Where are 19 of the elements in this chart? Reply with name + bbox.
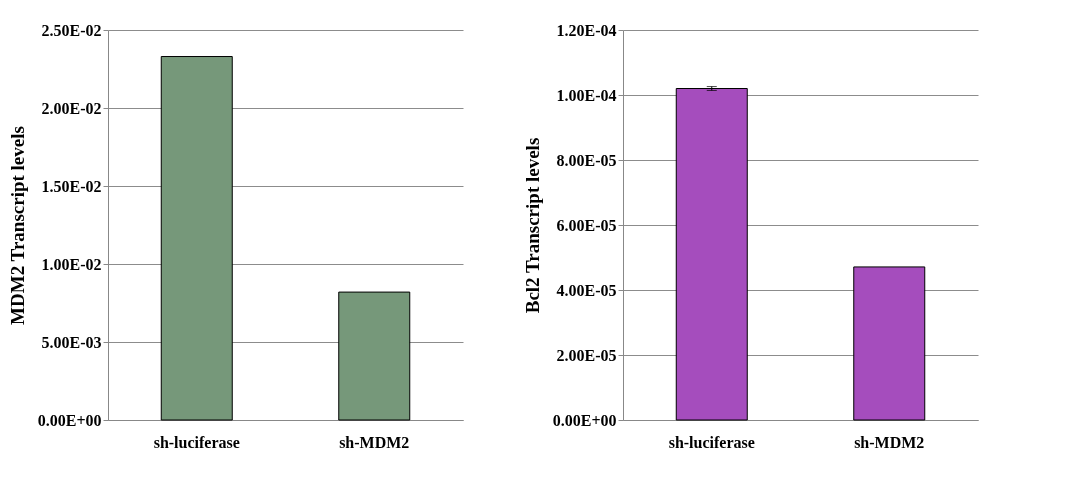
- y-tick-label: 1.20E-04: [556, 21, 617, 39]
- y-tick-label: 2.00E-05: [556, 346, 617, 364]
- y-tick-label: 5.00E-03: [41, 333, 102, 351]
- y-tick-label: 1.00E-02: [41, 255, 102, 273]
- x-tick-label: sh-luciferase: [153, 433, 240, 451]
- y-axis-title: Bcl2 Transcript levels: [521, 137, 543, 314]
- x-tick-label: sh-MDM2: [339, 433, 410, 451]
- y-tick-label: 0.00E+00: [37, 411, 102, 429]
- y-axis-title: MDM2 Transcript levels: [6, 126, 28, 325]
- y-tick-label: 8.00E-05: [556, 151, 617, 169]
- y-tick-label: 1.50E-02: [41, 177, 102, 195]
- y-tick-label: 1.00E-04: [556, 86, 617, 104]
- y-tick-label: 2.50E-02: [41, 21, 102, 39]
- x-tick-label: sh-luciferase: [668, 433, 755, 451]
- y-tick-label: 0.00E+00: [552, 411, 617, 429]
- y-tick-label: 2.00E-02: [41, 99, 102, 117]
- y-tick-label: 4.00E-05: [556, 281, 617, 299]
- x-tick-label: sh-MDM2: [854, 433, 925, 451]
- y-tick-label: 6.00E-05: [556, 216, 617, 234]
